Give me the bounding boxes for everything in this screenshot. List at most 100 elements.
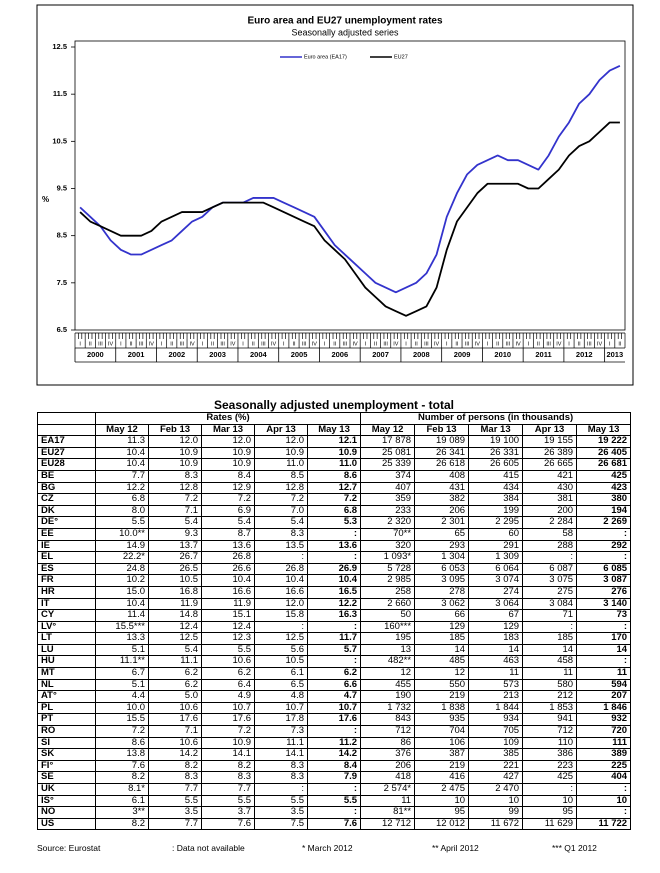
table-cell: 1 093*	[360, 551, 416, 564]
table-cell: :	[576, 806, 632, 819]
quarter-label: II	[455, 341, 459, 347]
table-cell: 12.8	[254, 481, 308, 495]
table-cell: 11.1	[254, 736, 308, 750]
header-row: May 12 Feb 13 Mar 13 Apr 13 May 13 May 12 Feb …	[37, 423, 632, 437]
footer-note: * March 2012	[302, 843, 353, 853]
table-row: NO 3** 3.5 3.7 3.5:81** 95 99 95:	[37, 806, 632, 819]
quarter-label: IV	[597, 341, 603, 347]
table-cell: 19 155	[522, 435, 578, 448]
table-cell: 225	[576, 759, 632, 773]
quarter-label: II	[578, 341, 582, 347]
table-cell: 404	[576, 771, 632, 784]
table-cell: 17.6	[306, 713, 362, 727]
table-cell: 19 100	[468, 435, 524, 448]
table-cell: 550	[414, 678, 470, 692]
y-tick-label: 7.5	[57, 278, 67, 287]
row-label: PT	[37, 713, 96, 727]
table-cell: 6.1	[254, 667, 308, 680]
table-cell: 26.8	[254, 562, 308, 576]
table-cell: 10	[468, 794, 524, 808]
quarter-label: IV	[230, 341, 236, 347]
table-cell: 26 341	[414, 446, 470, 460]
table-cell: 7.6	[95, 759, 149, 773]
y-tick-label: 10.5	[52, 136, 67, 145]
table-cell: 8.7	[201, 527, 255, 541]
table-cell: 12.9	[201, 481, 255, 495]
table-cell: 6.6	[306, 678, 362, 692]
table-cell: 160***	[360, 620, 416, 634]
table-cell: 14.1	[201, 748, 255, 761]
table-cell: 11	[360, 794, 416, 808]
table-cell: 6.2	[201, 667, 255, 680]
table-cell: 12 012	[414, 817, 470, 831]
year-label: 2013	[606, 350, 623, 359]
table-row: FR 10.2 10.5 10.4 10.4 10.4 2 985 3 095 3 074 3 0…	[37, 574, 632, 587]
table-cell: 11 629	[522, 817, 578, 831]
table-cell: 423	[576, 481, 632, 495]
table-row: LV° 15.5*** 12.4 12.4::160*** 129 129::	[37, 620, 632, 634]
quarter-label: III	[343, 341, 348, 347]
quarter-label: II	[170, 341, 174, 347]
table-cell: 2 320	[360, 516, 416, 529]
table-cell: 941	[522, 713, 578, 727]
footer-note: *** Q1 2012	[552, 843, 597, 853]
table-cell: 8.3	[254, 759, 308, 773]
table-row: BE 7.7 8.3 8.4 8.5 8.6 374 408 415 421 425	[37, 469, 632, 483]
table-row: IS° 6.1 5.5 5.5 5.5 5.5 11 10 10 10 10	[37, 794, 632, 808]
quarter-label: II	[211, 341, 215, 347]
table-cell: 320	[360, 539, 416, 553]
table-cell: 8.6	[95, 736, 149, 750]
table-cell: 106	[414, 736, 470, 750]
table-cell: 5.1	[95, 643, 149, 657]
table-row: NL 5.1 6.2 6.4 6.5 6.6 455 550 573 580 594	[37, 678, 632, 692]
table-row: PL 10.0 10.6 10.7 10.7 10.7 1 732 1 838 1 844 1 8…	[37, 701, 632, 715]
table-cell: 8.1*	[95, 783, 149, 796]
table-cell: 7.7	[201, 783, 255, 796]
row-label: HR	[37, 585, 96, 599]
table-cell: :	[254, 783, 308, 796]
quarter-label: I	[202, 341, 204, 347]
table-cell: 12.7	[306, 481, 362, 495]
table-cell: 6.2	[148, 667, 202, 680]
table-cell: 3 062	[414, 597, 470, 611]
table-cell: 10.9	[201, 736, 255, 750]
y-tick-label: 9.5	[57, 183, 67, 192]
table-cell: 26 605	[468, 458, 524, 471]
table-cell: 421	[522, 469, 578, 483]
table-cell: 8.3	[254, 771, 308, 784]
table-cell: 12.0	[201, 435, 255, 448]
table-cell: 8.0	[95, 504, 149, 518]
table-cell: 8.2	[95, 817, 149, 831]
row-label: SK	[37, 748, 96, 761]
row-label: IE	[37, 539, 96, 553]
table-cell: 12.2	[95, 481, 149, 495]
table-cell: 17.6	[201, 713, 255, 727]
quarter-label: II	[374, 341, 378, 347]
year-label: 2007	[372, 350, 389, 359]
table-cell: 10.9	[148, 458, 202, 471]
table-cell: 221	[468, 759, 524, 773]
table-cell: 26 681	[576, 458, 632, 471]
table-cell: 13.6	[201, 539, 255, 553]
table-cell: 482**	[360, 655, 416, 669]
quarter-label: IV	[271, 341, 277, 347]
table-cell: 24.8	[95, 562, 149, 576]
table-cell: 10.5	[148, 574, 202, 587]
table-cell: 10	[414, 794, 470, 808]
column-header: May 12	[360, 423, 416, 437]
quarter-label: II	[292, 341, 296, 347]
table-cell: 934	[468, 713, 524, 727]
table-cell: 384	[468, 493, 524, 506]
table-row: DE° 5.5 5.4 5.4 5.4 5.3 2 320 2 301 2 295 2 284 2 …	[37, 516, 632, 529]
data-line	[79, 121, 620, 317]
table-cell: 7.1	[148, 504, 202, 518]
table-cell: 10.7	[254, 701, 308, 715]
row-label: LU	[37, 643, 96, 657]
table-cell: 8.3	[254, 527, 308, 541]
table-cell: 425	[576, 469, 632, 483]
table-row: EU27 10.4 10.9 10.9 10.9 10.9 25 081 26 341 26 3…	[37, 446, 632, 460]
row-label: SI	[37, 736, 96, 750]
table-cell: 5.4	[148, 643, 202, 657]
table-cell: :	[306, 725, 362, 738]
table-cell: 6 087	[522, 562, 578, 576]
